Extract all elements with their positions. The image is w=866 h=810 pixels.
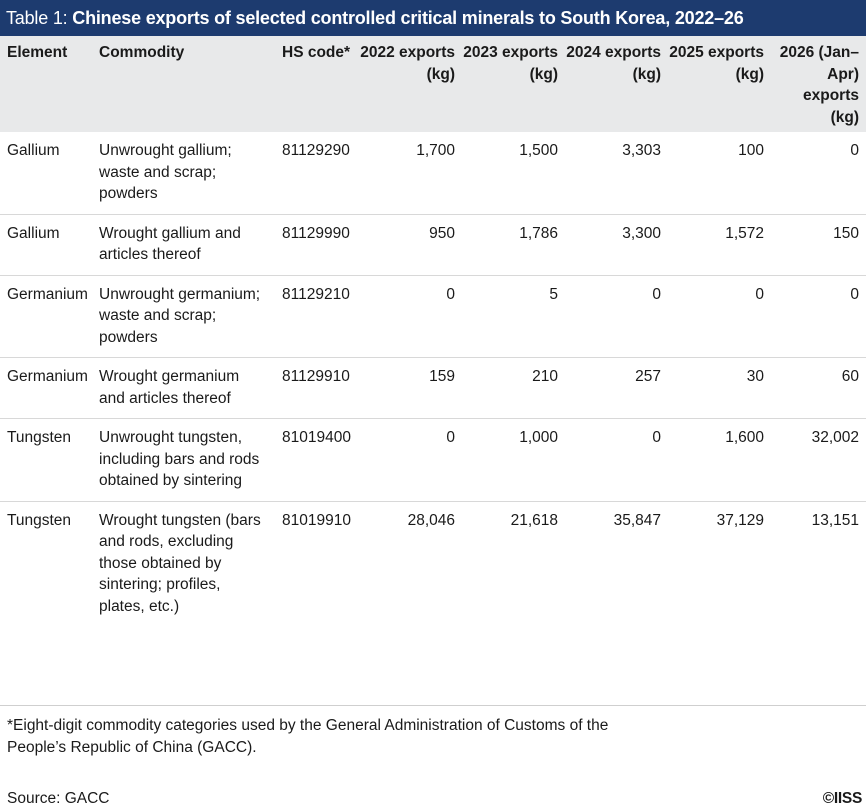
cell-2022: 1,700 <box>358 132 462 215</box>
cell-2026: 0 <box>771 275 866 358</box>
cell-2023: 1,000 <box>462 418 565 502</box>
cell-commodity: Wrought gallium and articles thereof <box>99 214 274 276</box>
table-row: Tungsten Wrought tungsten (bars and rods… <box>0 501 866 626</box>
header-hs-code: HS code* <box>282 44 351 61</box>
header-2024: 2024 exports (kg) <box>566 44 661 83</box>
copyright-mark: ©IISS <box>822 790 863 807</box>
table-row: Germanium Wrought germanium and articles… <box>0 357 866 419</box>
cell-2022: 28,046 <box>407 511 455 529</box>
footnote: *Eight-digit commodity categories used b… <box>7 717 609 756</box>
cell-commodity: Wrought tungsten (bars and rods, excludi… <box>99 511 261 615</box>
cell-2026: 32,002 <box>771 418 866 502</box>
header-2026: 2026 (Jan–Apr) exports (kg) <box>779 44 859 126</box>
cell-element: Gallium <box>0 132 99 215</box>
header-2025: 2025 exports (kg) <box>669 44 764 83</box>
cell-2025: 0 <box>668 275 771 358</box>
cell-hs-code: 81129210 <box>274 275 358 358</box>
cell-2025: 30 <box>668 357 771 419</box>
cell-2024: 257 <box>565 357 668 419</box>
cell-hs-code: 81019400 <box>274 418 358 502</box>
header-2023: 2023 exports (kg) <box>463 44 558 83</box>
cell-2026: 13,151 <box>811 511 859 529</box>
header-2022: 2022 exports (kg) <box>360 44 455 83</box>
table-title-text: Chinese exports of selected controlled c… <box>72 8 744 28</box>
cell-2022: 0 <box>358 275 462 358</box>
cell-hs-code: 81129910 <box>274 357 358 419</box>
cell-element: Tungsten <box>0 418 99 502</box>
cell-element: Gallium <box>0 214 99 276</box>
cell-2023: 5 <box>462 275 565 358</box>
table-title-label: Table 1: <box>6 8 68 28</box>
cell-element: Tungsten <box>7 511 72 529</box>
cell-2025: 37,129 <box>716 511 764 529</box>
exports-table: Element Commodity HS code* 2022 exports … <box>0 36 866 626</box>
table-row: Gallium Unwrought gallium; waste and scr… <box>0 132 866 215</box>
cell-2022: 0 <box>358 418 462 502</box>
cell-2024: 3,300 <box>565 214 668 276</box>
cell-2026: 0 <box>771 132 866 215</box>
cell-element: Germanium <box>0 357 99 419</box>
cell-2023: 210 <box>462 357 565 419</box>
cell-2024: 35,847 <box>613 511 661 529</box>
cell-2025: 1,572 <box>668 214 771 276</box>
table-title: Table 1: Chinese exports of selected con… <box>0 0 866 36</box>
table-row: Germanium Unwrought germanium; waste and… <box>0 275 866 358</box>
cell-element: Germanium <box>0 275 99 358</box>
cell-2026: 60 <box>771 357 866 419</box>
source-note: Source: GACC <box>7 790 110 807</box>
table-bottom-rule <box>0 705 866 706</box>
cell-commodity: Wrought germanium and articles thereof <box>99 357 274 419</box>
cell-2025: 1,600 <box>668 418 771 502</box>
cell-hs-code: 81019910 <box>282 511 351 529</box>
cell-hs-code: 81129290 <box>274 132 358 215</box>
table-row: Gallium Wrought gallium and articles the… <box>0 214 866 276</box>
cell-2022: 159 <box>358 357 462 419</box>
cell-2026: 150 <box>771 214 866 276</box>
cell-2025: 100 <box>668 132 771 215</box>
header-commodity: Commodity <box>99 44 185 61</box>
cell-2024: 0 <box>565 418 668 502</box>
cell-commodity: Unwrought gallium; waste and scrap; powd… <box>99 132 274 215</box>
cell-2022: 950 <box>358 214 462 276</box>
header-element: Element <box>7 44 68 61</box>
cell-2023: 1,786 <box>462 214 565 276</box>
table-row: Tungsten Unwrought tungsten, including b… <box>0 418 866 502</box>
cell-2023: 1,500 <box>462 132 565 215</box>
cell-2024: 0 <box>565 275 668 358</box>
cell-commodity: Unwrought tungsten, including bars and r… <box>99 418 274 502</box>
table-header-row: Element Commodity HS code* 2022 exports … <box>0 36 866 132</box>
cell-2023: 21,618 <box>510 511 558 529</box>
cell-hs-code: 81129990 <box>274 214 358 276</box>
cell-commodity: Unwrought germanium; waste and scrap; po… <box>99 275 274 358</box>
cell-2024: 3,303 <box>565 132 668 215</box>
